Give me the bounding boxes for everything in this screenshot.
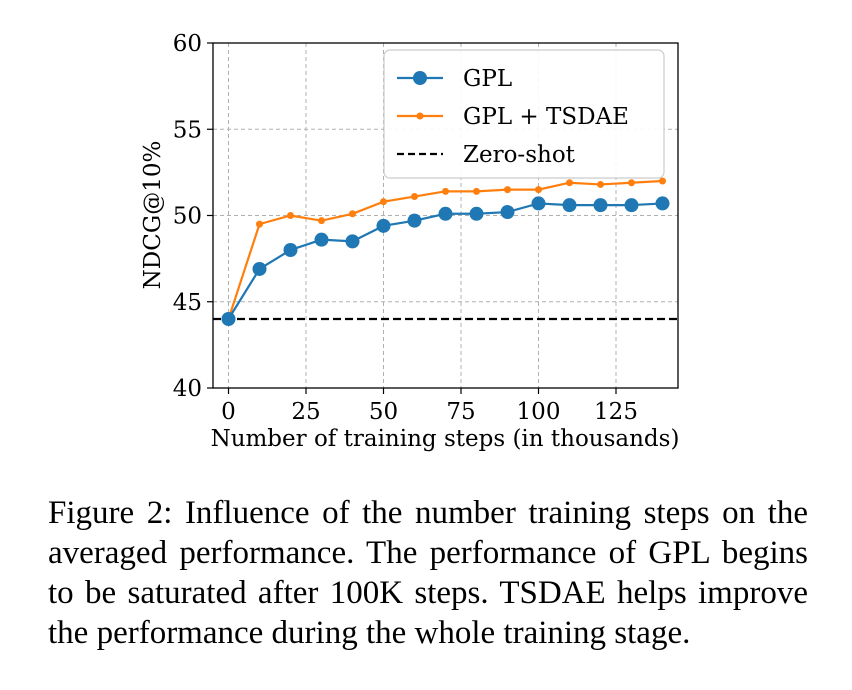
y-axis-label: NDCG@10% bbox=[140, 141, 166, 290]
x-tick-label: 75 bbox=[446, 399, 475, 425]
gpl-tsdae-point bbox=[628, 179, 635, 187]
gpl-tsdae-point bbox=[659, 177, 666, 185]
gpl-tsdae-point bbox=[504, 186, 511, 194]
line-chart: 0 25 50 75 100 125 40 45 50 55 60 Number of traini… bbox=[140, 31, 680, 452]
gpl-point bbox=[314, 232, 329, 247]
gpl-tsdae-point bbox=[566, 179, 573, 187]
gpl-tsdae-point bbox=[287, 212, 294, 219]
legend: GPL GPL + TSDAE Zero-shot bbox=[383, 49, 665, 179]
x-tick-label: 50 bbox=[369, 399, 398, 425]
x-tick-label: 100 bbox=[517, 399, 561, 425]
gpl-point bbox=[562, 198, 577, 213]
gpl-point bbox=[407, 213, 422, 228]
gpl-tsdae-point bbox=[473, 187, 480, 195]
gpl-tsdae-point bbox=[256, 220, 263, 228]
legend-tsdae-label: GPL + TSDAE bbox=[463, 104, 629, 130]
gpl-tsdae-point bbox=[349, 210, 356, 218]
y-tick-label: 50 bbox=[173, 204, 202, 230]
gpl-point bbox=[469, 206, 484, 221]
gpl-point bbox=[655, 196, 670, 211]
axis-ticks: 0 25 50 75 100 125 40 45 50 55 60 bbox=[173, 31, 638, 425]
gpl-tsdae-point bbox=[411, 193, 418, 201]
x-axis-label: Number of training steps (in thousands) bbox=[211, 426, 680, 452]
y-tick-label: 55 bbox=[173, 117, 202, 143]
gpl-point bbox=[531, 196, 546, 211]
legend-box bbox=[383, 49, 665, 179]
y-tick-label: 45 bbox=[173, 290, 202, 316]
gpl-tsdae-point bbox=[535, 186, 542, 194]
gpl-point bbox=[252, 261, 267, 276]
gpl-tsdae-point bbox=[380, 198, 387, 206]
gpl-point bbox=[624, 198, 639, 213]
series-lines bbox=[221, 177, 670, 326]
legend-gpl-label: GPL bbox=[463, 66, 512, 92]
gpl-tsdae-point bbox=[318, 217, 325, 225]
x-tick-label: 25 bbox=[291, 399, 320, 425]
y-tick-label: 40 bbox=[173, 376, 202, 402]
legend-zeroshot-label: Zero-shot bbox=[463, 142, 576, 168]
figure-caption: Figure 2: Influence of the number traini… bbox=[48, 495, 808, 651]
legend-gpl-marker bbox=[413, 71, 427, 85]
y-tick-label: 60 bbox=[173, 31, 202, 57]
gpl-tsdae-point bbox=[597, 180, 604, 188]
gpl-tsdae-point bbox=[442, 187, 449, 195]
gpl-point bbox=[283, 243, 298, 257]
gpl-point bbox=[500, 205, 515, 220]
gpl-point bbox=[593, 198, 608, 213]
gpl-point bbox=[438, 206, 453, 221]
gpl-point bbox=[376, 218, 391, 233]
legend-tsdae-marker bbox=[416, 112, 424, 120]
gpl-point bbox=[345, 234, 360, 249]
x-tick-label: 0 bbox=[221, 399, 236, 425]
x-tick-label: 125 bbox=[594, 399, 638, 425]
gpl-point bbox=[221, 312, 236, 326]
